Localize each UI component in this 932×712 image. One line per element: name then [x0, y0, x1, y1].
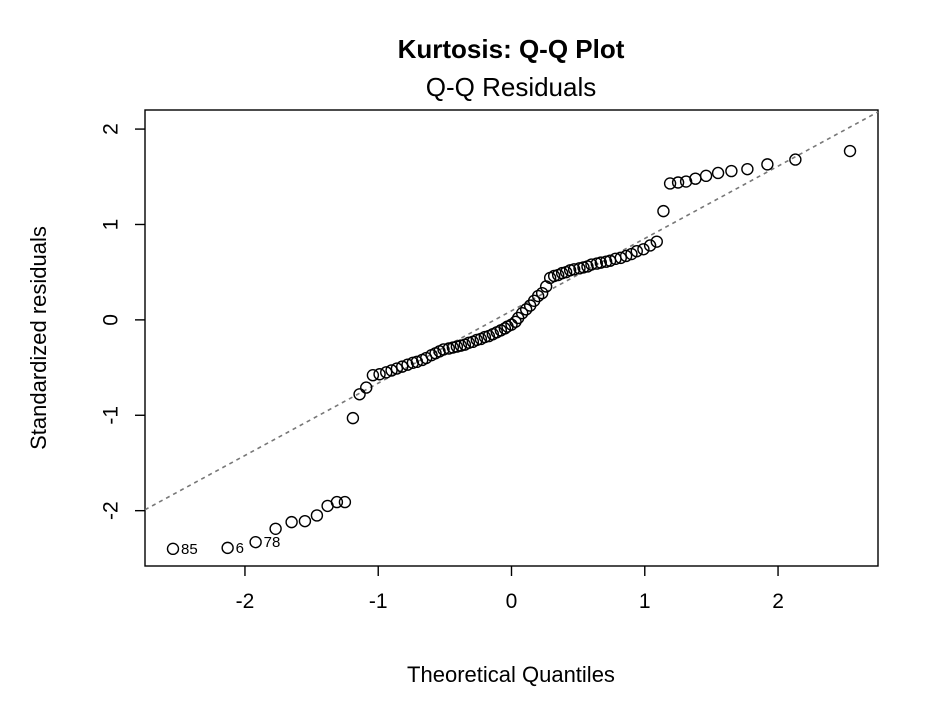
data-point	[585, 258, 598, 271]
chart-title: Kurtosis: Q-Q Plot	[398, 34, 625, 64]
data-point	[396, 360, 409, 373]
data-point	[437, 343, 450, 356]
x-axis-label: Theoretical Quantiles	[407, 662, 615, 687]
data-point	[330, 495, 344, 509]
data-point	[663, 177, 677, 190]
point-label: 85	[181, 541, 198, 558]
data-point	[498, 322, 512, 335]
data-point	[657, 204, 670, 218]
data-point	[535, 286, 549, 300]
data-point	[761, 158, 774, 171]
x-tick-label: 1	[639, 590, 651, 613]
data-point	[380, 366, 393, 379]
reference-line	[144, 111, 879, 511]
data-point	[630, 244, 643, 258]
data-point	[515, 306, 529, 320]
y-tick-label: 2	[100, 123, 123, 135]
data-point	[594, 256, 607, 269]
data-point	[671, 176, 685, 189]
data-point	[505, 318, 518, 331]
y-tick-label: -1	[100, 406, 123, 425]
chart-subtitle: Q-Q Residuals	[426, 72, 597, 102]
data-point	[511, 311, 525, 325]
data-point	[298, 514, 312, 528]
data-point	[373, 368, 386, 381]
data-point	[699, 169, 713, 183]
data-point	[249, 535, 262, 549]
x-tick-label: -1	[369, 590, 388, 613]
plot-frame	[144, 109, 879, 567]
data-point	[269, 522, 282, 535]
data-points	[166, 144, 857, 556]
data-point	[619, 249, 633, 263]
data-point	[338, 495, 352, 509]
x-tick-label: 2	[772, 590, 784, 613]
data-point	[221, 541, 234, 555]
data-point	[531, 289, 545, 303]
data-point	[353, 388, 366, 401]
data-point	[679, 175, 693, 188]
data-point	[166, 542, 180, 556]
data-point	[643, 239, 657, 252]
data-point	[509, 315, 522, 328]
x-tick-label: -2	[236, 590, 255, 613]
data-point	[366, 369, 380, 382]
x-tick-label: 0	[506, 590, 518, 613]
data-point	[360, 381, 373, 394]
data-point	[741, 162, 754, 176]
data-point	[346, 411, 360, 425]
point-label: 78	[264, 534, 281, 551]
y-axis-label: Standardized residuals	[26, 226, 51, 450]
y-tick-label: 0	[100, 314, 123, 326]
y-tick-label: -2	[100, 501, 123, 520]
axis-ticks: -2 -1 0 1 2 -2 -1 0 1 2	[100, 123, 784, 613]
data-point	[725, 164, 738, 178]
data-point	[843, 144, 857, 158]
data-point	[401, 358, 414, 371]
data-point	[789, 153, 802, 166]
data-point	[310, 509, 324, 522]
data-point	[385, 364, 398, 377]
reference-line-group	[144, 111, 879, 511]
data-point	[711, 166, 725, 180]
data-point	[519, 303, 533, 316]
point-label: 6	[236, 540, 244, 557]
data-point	[567, 263, 581, 276]
data-point	[614, 251, 627, 265]
data-point	[285, 515, 298, 529]
data-point	[390, 362, 404, 375]
data-point	[650, 235, 663, 248]
data-point	[637, 243, 650, 256]
point-labels: 85 6 78	[181, 534, 280, 558]
y-tick-label: 1	[100, 219, 123, 231]
